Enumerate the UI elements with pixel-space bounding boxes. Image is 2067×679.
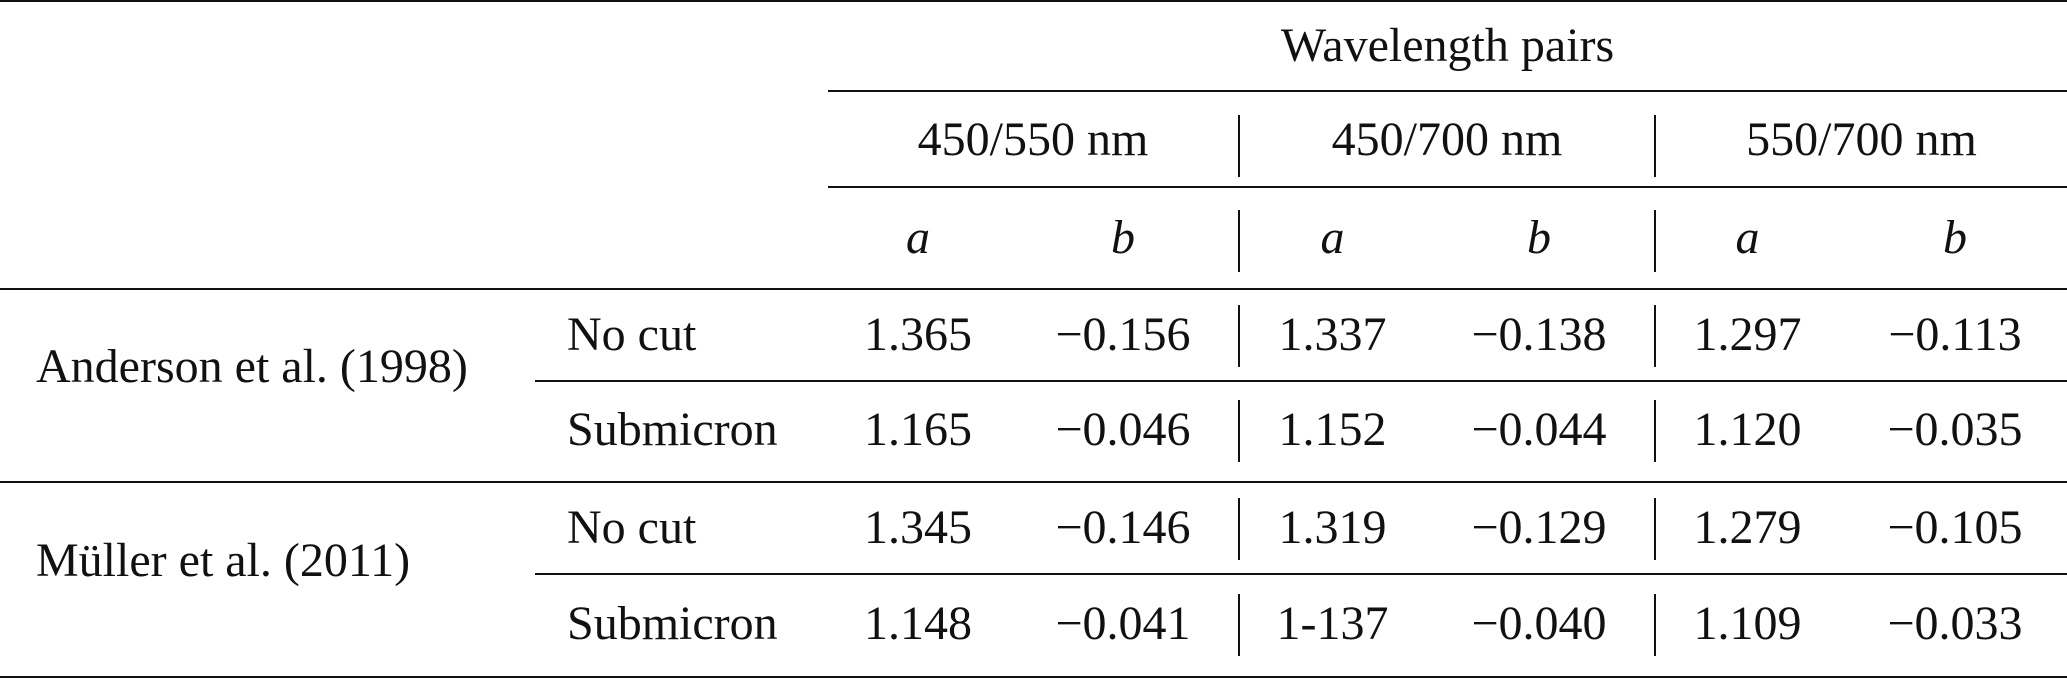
column-separator: [1238, 400, 1240, 462]
table-cell: 1.165: [864, 403, 972, 456]
coeff-header: a: [1735, 211, 1760, 264]
table-cell: −0.129: [1471, 501, 1607, 554]
table-cell: 1.152: [1278, 403, 1387, 456]
top-rule: [0, 0, 2067, 2]
table-cell: −0.146: [1055, 501, 1191, 554]
table-cell: −0.156: [1055, 308, 1191, 361]
bottom-rule: [0, 676, 2067, 678]
row-label: Submicron: [567, 597, 778, 650]
row-label: No cut: [567, 501, 697, 554]
table-cell: 1-137: [1276, 597, 1389, 650]
column-separator: [1654, 305, 1656, 367]
table-cell: 1.297: [1693, 308, 1802, 361]
coeff-header: b: [1111, 211, 1135, 264]
column-separator: [1654, 400, 1656, 462]
column-separator: [1654, 210, 1656, 272]
column-separator: [1654, 594, 1656, 656]
table-cell: 1.365: [864, 308, 972, 361]
table-cell: 1.109: [1693, 597, 1802, 650]
table-cell: −0.033: [1887, 597, 2023, 650]
table-cell: 1.345: [864, 501, 972, 554]
coeff-header: a: [906, 211, 930, 264]
source-label: Müller et al. (2011): [36, 534, 411, 587]
group-header: Wavelength pairs: [1280, 19, 1615, 72]
row-rule: [535, 380, 2067, 382]
table-cell: −0.040: [1471, 597, 1607, 650]
pair-header-rule: [828, 186, 2067, 188]
table-cell: 1.279: [1693, 501, 1802, 554]
column-separator: [1654, 115, 1656, 177]
pair-header: 450/700 nm: [1331, 113, 1563, 166]
column-separator: [1654, 498, 1656, 560]
table-cell: −0.035: [1887, 403, 2023, 456]
table-cell: 1.148: [864, 597, 972, 650]
coeff-header: a: [1320, 211, 1345, 264]
pair-header: 450/550 nm: [917, 113, 1149, 166]
column-separator: [1238, 498, 1240, 560]
table-cell: 1.319: [1278, 501, 1387, 554]
coeff-header: b: [1527, 211, 1551, 264]
group-separator-rule: [0, 481, 2067, 483]
table-cell: −0.046: [1055, 403, 1191, 456]
group-header-rule: [828, 90, 2067, 92]
table-cell: 1.120: [1693, 403, 1802, 456]
source-label: Anderson et al. (1998): [36, 340, 468, 393]
row-label: No cut: [567, 308, 697, 361]
pair-header: 550/700 nm: [1746, 113, 1977, 166]
column-separator: [1238, 115, 1240, 177]
table-cell: 1.337: [1278, 308, 1387, 361]
table-cell: −0.041: [1055, 597, 1191, 650]
column-separator: [1238, 305, 1240, 367]
column-separator: [1238, 210, 1240, 272]
coeff-header: b: [1943, 211, 1967, 264]
table-cell: −0.113: [1888, 308, 2022, 361]
row-label: Submicron: [567, 403, 778, 456]
table-cell: −0.105: [1887, 501, 2023, 554]
row-rule: [535, 573, 2067, 575]
header-bottom-rule: [0, 288, 2067, 290]
table-cell: −0.138: [1471, 308, 1607, 361]
column-separator: [1238, 594, 1240, 656]
table-cell: −0.044: [1471, 403, 1607, 456]
